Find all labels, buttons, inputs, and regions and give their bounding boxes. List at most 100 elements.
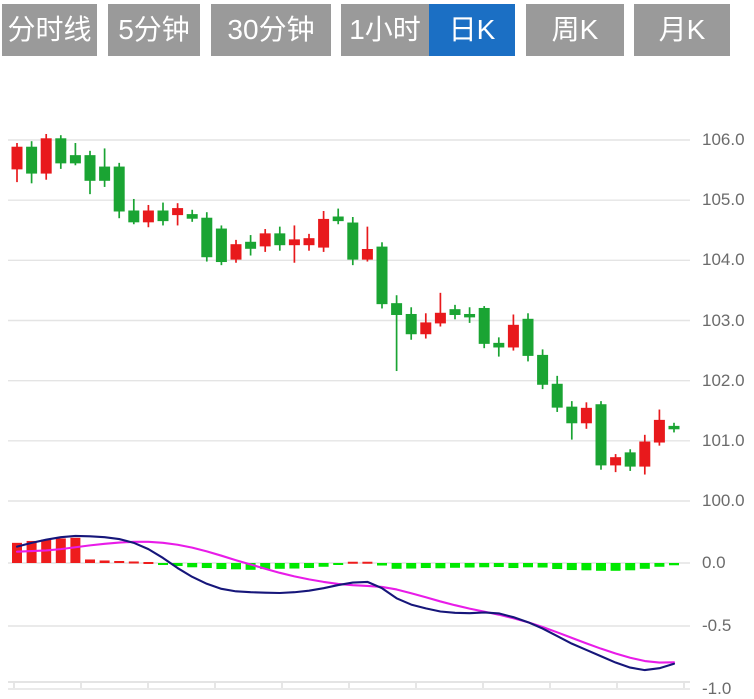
- candle-body: [595, 404, 607, 466]
- macd-histogram-bar: [289, 563, 300, 569]
- candle: [11, 143, 23, 183]
- candle: [128, 198, 140, 225]
- price-axis-tick-label: 105.0: [702, 190, 745, 210]
- candle: [186, 209, 198, 222]
- macd-histogram-bar: [114, 560, 125, 563]
- macd-histogram-bar: [420, 563, 431, 569]
- candle: [245, 235, 257, 256]
- candle-body: [391, 303, 403, 315]
- candle: [507, 314, 519, 351]
- candle: [99, 148, 111, 187]
- candle-body: [376, 246, 388, 305]
- macd-histogram-bar: [304, 563, 314, 569]
- macd-histogram-bar: [55, 538, 66, 563]
- candle-body: [624, 452, 636, 467]
- macd-histogram-bar: [318, 563, 329, 567]
- tab-30min[interactable]: 30分钟: [211, 4, 331, 56]
- candle: [332, 208, 344, 225]
- candle: [493, 337, 505, 357]
- price-axis-tick-label: 104.0: [702, 250, 745, 270]
- candle: [157, 202, 169, 226]
- tab-timeline[interactable]: 分时线: [2, 4, 97, 56]
- macd-histogram-bar: [464, 563, 475, 568]
- tab-daily-k[interactable]: 日K: [429, 4, 515, 56]
- candle: [376, 242, 388, 309]
- macd-histogram-bar: [85, 559, 95, 563]
- candle-body: [55, 138, 67, 164]
- macd-histogram-bar: [537, 563, 548, 568]
- candle-body: [551, 383, 563, 408]
- macd-histogram-bar: [274, 563, 285, 569]
- macd-histogram-bar: [610, 563, 621, 571]
- candle-body: [157, 210, 169, 222]
- candle-body: [566, 406, 578, 424]
- macd-histogram-bar: [260, 563, 271, 570]
- candle-body: [434, 312, 446, 324]
- candle-body: [26, 146, 38, 174]
- tab-monthly-k[interactable]: 月K: [634, 4, 730, 56]
- candle-body: [172, 208, 184, 216]
- macd-histogram-bar: [596, 563, 606, 571]
- macd-dif-line: [15, 534, 676, 672]
- price-axis-tick-label: 101.0: [702, 430, 745, 450]
- price-axis-tick-label: 106.0: [702, 130, 745, 149]
- candle: [318, 210, 330, 252]
- candlestick-plot: [8, 133, 690, 502]
- candle-body: [653, 419, 665, 443]
- tab-1hour[interactable]: 1小时: [341, 4, 429, 56]
- candle: [624, 449, 636, 471]
- candle-body: [274, 233, 286, 246]
- candle-body: [245, 241, 257, 249]
- macd-axis-tick-label: 0.0: [702, 553, 726, 572]
- candle-body: [332, 216, 344, 222]
- macd-axis-tick-label: -0.5: [702, 616, 732, 635]
- macd-axis-tick-label: -1.0: [702, 679, 732, 698]
- macd-histogram-bar: [435, 563, 446, 569]
- candle: [580, 402, 592, 429]
- macd-histogram-bar: [216, 563, 227, 570]
- macd-histogram-bar: [231, 563, 241, 570]
- macd-histogram-bar: [143, 561, 154, 564]
- candle: [274, 226, 286, 251]
- candle: [69, 143, 81, 166]
- macd-histogram-bar: [99, 560, 110, 563]
- candle: [639, 434, 651, 475]
- candle: [566, 401, 578, 440]
- candle-body: [361, 249, 373, 260]
- macd-histogram-bar: [158, 563, 168, 566]
- price-axis-tick-label: 103.0: [702, 310, 745, 330]
- candle-body: [303, 238, 315, 246]
- candle-body: [40, 138, 52, 174]
- candle-body: [318, 218, 330, 248]
- macd-plot: [8, 534, 690, 690]
- candle: [595, 401, 607, 470]
- macd-histogram-bar: [70, 537, 81, 563]
- macd-histogram-bar: [12, 542, 22, 563]
- candle: [420, 313, 432, 339]
- price-axis-tick-label: 102.0: [702, 370, 745, 390]
- candle: [40, 133, 52, 180]
- candle: [347, 217, 359, 266]
- candle-body: [478, 307, 490, 344]
- macd-histogram-bar: [654, 563, 665, 567]
- macd-histogram-bar: [172, 563, 183, 567]
- macd-histogram-bar: [347, 561, 358, 564]
- candle: [113, 162, 125, 219]
- candle: [215, 225, 227, 266]
- candle-body: [186, 214, 198, 219]
- candle-body: [113, 166, 125, 212]
- candle: [449, 304, 461, 320]
- candle-body: [347, 222, 359, 260]
- candle-body: [84, 155, 96, 181]
- macd-histogram-bar: [187, 563, 198, 568]
- tab-5min[interactable]: 5分钟: [108, 4, 200, 56]
- candle-body: [201, 217, 213, 258]
- candle-body: [668, 425, 680, 430]
- tab-weekly-k[interactable]: 周K: [526, 4, 624, 56]
- candle-body: [259, 233, 271, 247]
- candle-body: [405, 313, 417, 335]
- candle-body: [420, 322, 432, 335]
- candle: [172, 203, 184, 226]
- candle-body: [230, 244, 242, 260]
- candle: [26, 141, 38, 184]
